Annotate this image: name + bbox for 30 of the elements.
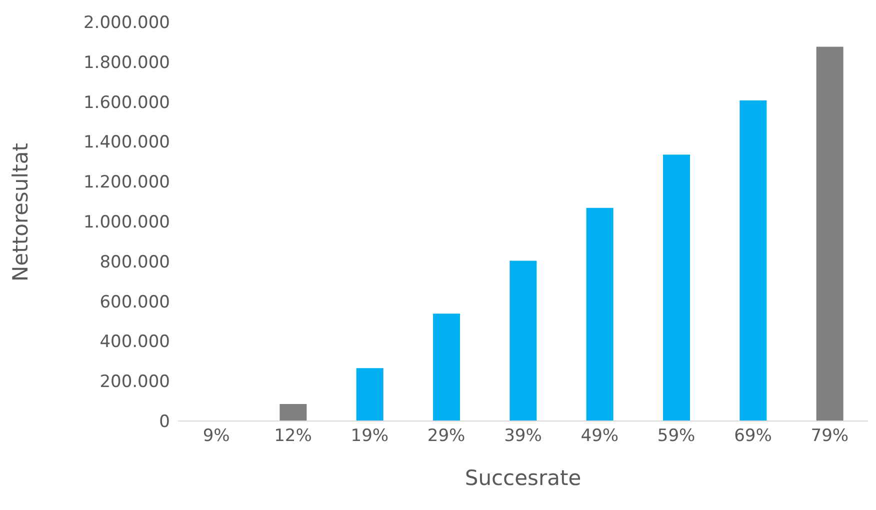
x-tick-label: 19% bbox=[350, 426, 389, 446]
x-tick-label: 12% bbox=[274, 426, 312, 446]
y-tick-label: 1.600.000 bbox=[83, 92, 170, 113]
x-tick-label: 79% bbox=[810, 426, 849, 446]
x-tick-label: 69% bbox=[734, 426, 772, 446]
x-tick-label: 9% bbox=[202, 426, 230, 446]
bar bbox=[816, 46, 844, 421]
y-axis-title: Nettoresultat bbox=[8, 143, 32, 282]
y-tick-label: 800.000 bbox=[100, 252, 170, 272]
bar bbox=[280, 404, 307, 421]
x-tick-label: 49% bbox=[580, 426, 619, 446]
bar bbox=[356, 368, 384, 421]
bar bbox=[663, 154, 690, 421]
y-tick-label: 200.000 bbox=[100, 372, 170, 392]
bar bbox=[740, 100, 767, 421]
y-tick-label: 1.800.000 bbox=[83, 52, 170, 73]
x-axis-title: Succesrate bbox=[464, 466, 582, 490]
y-tick-label: 0 bbox=[159, 412, 170, 432]
x-tick-label: 39% bbox=[504, 426, 542, 446]
y-tick-label: 2.000.000 bbox=[83, 13, 170, 34]
y-tick-label: 1.200.000 bbox=[83, 172, 170, 193]
y-tick-label: 1.000.000 bbox=[83, 212, 170, 233]
bar bbox=[586, 208, 614, 421]
bar bbox=[433, 314, 460, 421]
bar bbox=[510, 260, 537, 421]
x-tick-label: 59% bbox=[657, 426, 696, 446]
x-tick-label: 29% bbox=[427, 426, 466, 446]
y-tick-label: 400.000 bbox=[100, 332, 170, 352]
y-tick-label: 1.400.000 bbox=[83, 132, 170, 153]
y-tick-label: 600.000 bbox=[100, 292, 170, 312]
